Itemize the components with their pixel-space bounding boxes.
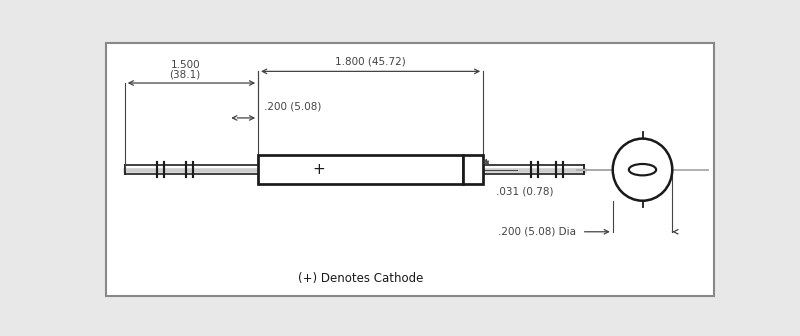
Bar	[462, 156, 483, 184]
Text: 1.500: 1.500	[170, 60, 200, 70]
Text: (+) Denotes Cathode: (+) Denotes Cathode	[298, 272, 423, 285]
Text: .031 (0.78): .031 (0.78)	[495, 186, 553, 197]
Text: .200 (5.08): .200 (5.08)	[264, 101, 322, 112]
Ellipse shape	[629, 164, 656, 175]
Text: .200 (5.08) Dia: .200 (5.08) Dia	[498, 227, 575, 237]
Ellipse shape	[613, 139, 672, 201]
Text: (38.1): (38.1)	[170, 69, 201, 79]
Text: 1.800 (45.72): 1.800 (45.72)	[335, 56, 406, 66]
Text: +: +	[312, 162, 325, 177]
Bar	[258, 156, 462, 184]
